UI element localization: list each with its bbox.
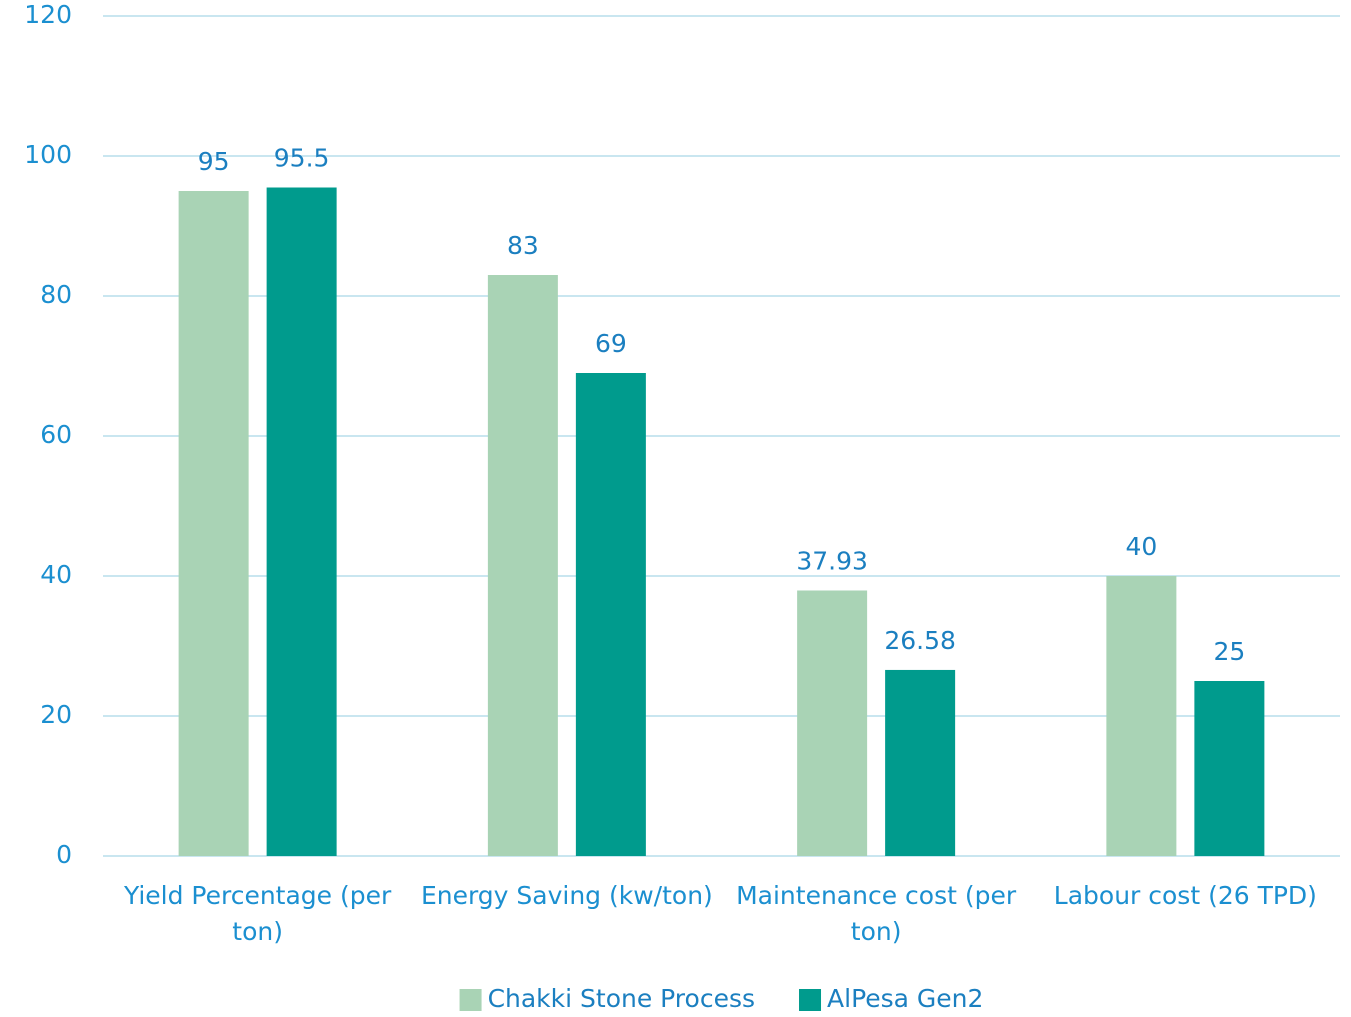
y-tick-label: 120 [24,0,72,29]
data-label: 26.58 [884,626,956,655]
legend-label: AlPesa Gen2 [827,984,983,1013]
data-label: 83 [507,231,539,260]
data-label: 69 [595,329,627,358]
data-label: 95 [198,147,230,176]
y-tick-label: 0 [56,840,72,869]
x-tick-label-box: Labour cost (26 TPD) [1053,881,1317,910]
x-tick-label: Maintenance cost (per ton) [736,881,1017,946]
bar [487,275,558,856]
legend: Chakki Stone Process AlPesa Gen2 [459,984,983,1013]
y-tick-label: 60 [40,420,72,449]
x-tick-label: Energy Saving (kw/ton) [420,881,713,910]
data-label: 40 [1125,532,1157,561]
x-tick-label-box: Maintenance cost (per ton) [736,881,1017,946]
x-tick-label: Yield Percentage (per ton) [123,881,392,946]
y-tick-label: 20 [40,700,72,729]
x-tick-label-box: Yield Percentage (per ton) [123,881,392,946]
data-label: 95.5 [274,144,330,173]
bar [885,669,956,856]
data-label: 37.93 [796,546,868,575]
data-label: 25 [1213,637,1245,666]
bar [1194,681,1265,856]
x-tick-label-box: Energy Saving (kw/ton) [420,881,713,910]
y-tick-label: 80 [40,280,72,309]
legend-swatch [459,989,482,1011]
y-tick-label: 40 [40,560,72,589]
bar [266,187,337,856]
x-tick-label: Labour cost (26 TPD) [1053,881,1317,910]
legend-swatch [799,989,822,1011]
bar [797,590,868,856]
bar [575,373,646,856]
bar [178,191,249,856]
y-tick-label: 100 [24,140,72,169]
bar [1106,576,1177,856]
legend-label: Chakki Stone Process [488,984,755,1013]
